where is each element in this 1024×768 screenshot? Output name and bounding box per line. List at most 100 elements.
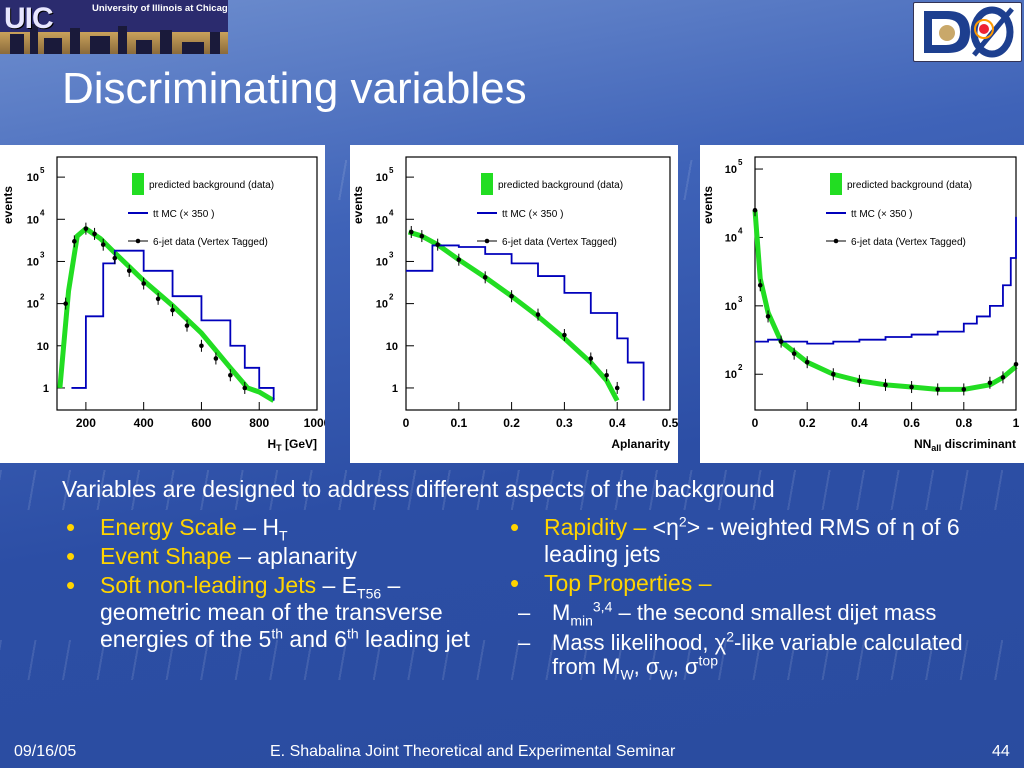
data-point [126,268,132,274]
x-tick-label: 0.6 [903,416,920,430]
y-tick-exponent: 2 [738,363,743,372]
series-background-line [407,229,620,402]
slide-title: Discriminating variables [62,64,527,113]
y-tick-label: 10 [27,214,39,226]
ht-chart: 1101021031041052004006008001000eventsHT … [1,156,325,453]
bullet-top-properties: • Top Properties – [508,570,978,597]
data-point [408,229,414,235]
data-point [935,387,940,392]
data-point [1000,375,1006,380]
bullet-soft-jets: • Soft non-leading Jets – ET56 – geometr… [66,570,470,653]
y-tick-exponent: 5 [389,166,394,175]
slide-subtitle: Variables are designed to address differ… [62,476,775,502]
bullet-label: Event Shape [100,543,232,569]
data-point [831,371,836,377]
data-point [155,296,161,302]
y-tick-label: 10 [376,214,388,226]
footer-title: E. Shabalina Joint Theoretical and Exper… [270,743,676,760]
y-tick-exponent: 4 [40,208,45,217]
uic-logo-text: UIC [4,2,54,35]
left-bullet-list: • Energy Scale – HT • Event Shape – apla… [64,514,474,655]
y-tick-exponent: 3 [738,295,743,304]
data-point [614,385,620,391]
legend-data-label: 6-jet data (Vertex Tagged) [153,237,268,248]
x-tick-label: 200 [76,416,96,430]
y-tick-label: 10 [27,256,39,268]
y-tick-label: 10 [725,232,737,244]
data-point [909,384,914,390]
data-point [757,282,763,288]
data-point [242,385,248,391]
data-point [883,382,888,388]
data-point [604,372,609,378]
x-tick-label: 800 [249,416,269,430]
subbullet-mass-likelihood: – Mass likelihood, χ2-like variable calc… [518,628,963,683]
chart-panel-nn: 10 2 10 3 10 4 10 5 0 0.2 0.4 0.6 0.8 1 events NNall di… [700,145,1024,463]
page-number: 44 [992,743,1010,760]
legend-background-swatch [132,173,144,195]
data-point [778,339,784,344]
data-point [92,231,97,237]
uic-logo: UIC University of Illinois at Chicago [0,0,228,54]
x-tick-label: 0.1 [450,416,467,430]
data-point [961,387,967,392]
y-tick-label: 10 [27,299,39,311]
y-tick-label: 10 [376,172,388,184]
legend-background-label: predicted background (data) [149,180,274,191]
x-tick-label: 400 [134,416,154,430]
data-point [213,356,219,361]
x-axis-label: Aplanarity [611,437,670,451]
dash-icon: – [518,630,531,655]
legend-mc-label: tt MC (× 350 ) [153,209,214,220]
x-axis-label: HT [GeV] [267,437,317,453]
y-tick-label: 1 [392,383,398,395]
legend-background-swatch [481,173,493,195]
x-tick-label: 0.2 [503,416,520,430]
x-tick-label: 0.3 [556,416,573,430]
bullet-label: Top Properties – [544,570,712,596]
plot-frame [754,156,1017,411]
chart-panel-aplanarity: 1 10 10 2 10 3 10 4 10 5 0 0.1 0.2 0.3 0.4 0.5 events Apl… [350,145,678,463]
y-tick-label: 10 [37,341,49,353]
bullet-icon: • [510,512,520,542]
bullet-label: Rapidity – [544,514,647,540]
data-point [857,378,862,384]
bullet-icon: • [66,570,76,600]
series-mc-histogram [71,249,275,401]
series-background-line [57,226,275,403]
data-point [1013,361,1019,367]
data-point [588,356,594,361]
data-point [804,359,810,365]
bullet-label: Energy Scale [100,514,237,540]
data-point [791,351,797,356]
y-tick-label: 10 [386,341,398,353]
data-point [535,312,541,317]
data-point [752,207,758,213]
y-tick-exponent: 2 [389,293,394,302]
plot-frame [56,156,318,411]
legend-data-marker [484,238,490,244]
legend-mc-label: tt MC (× 350 ) [502,209,563,220]
data-point [199,343,204,349]
y-tick-label: 10 [725,164,737,176]
y-tick-exponent: 4 [738,226,743,235]
data-point [100,242,106,247]
y-tick-exponent: 3 [40,250,45,259]
y-tick-label: 10 [725,369,737,381]
legend-mc-label: tt MC (× 350 ) [851,209,912,220]
legend-data-marker [833,238,839,244]
series-mc-histogram [755,216,1017,345]
y-axis-label: events [701,186,715,224]
data-point [482,275,488,280]
legend-data-label: 6-jet data (Vertex Tagged) [502,237,617,248]
legend-background-label: predicted background (data) [498,180,623,191]
data-point [83,226,89,231]
data-point [228,372,233,378]
data-point [987,380,993,386]
chart-panel-ht: 1101021031041052004006008001000eventsHT … [0,145,325,463]
legend-background-label: predicted background (data) [847,180,972,191]
bullet-label: Soft non-leading Jets [100,572,317,598]
x-tick-label: 1 [1013,416,1020,430]
d0-logo [913,2,1022,62]
